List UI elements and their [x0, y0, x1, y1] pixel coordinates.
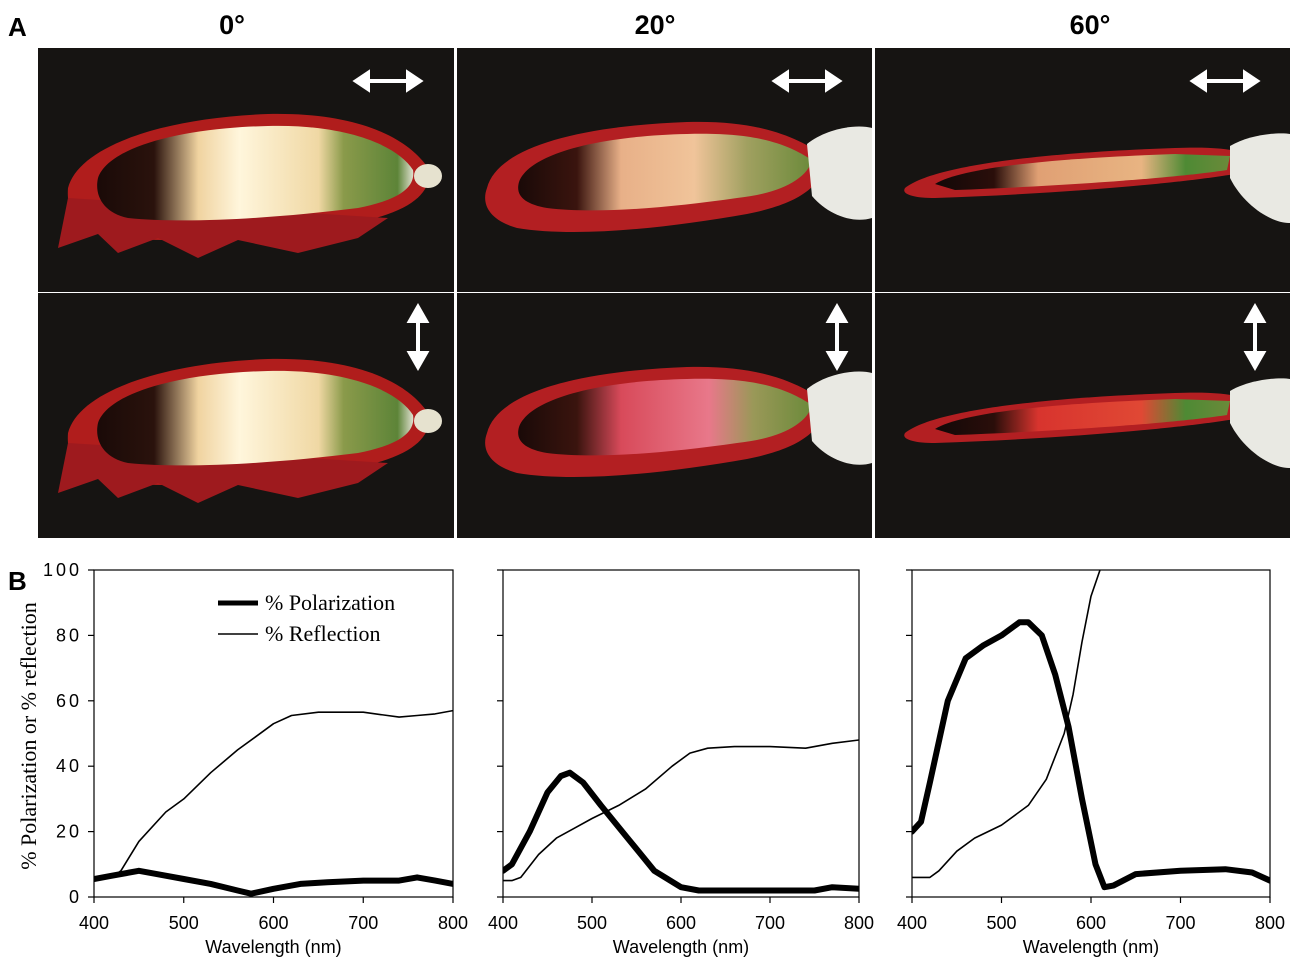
plot-frame: [93, 569, 454, 898]
photo-60deg-vertical: [875, 293, 1290, 538]
photo-20deg-horizontal: [457, 48, 872, 292]
chart-panel-0: 0 20 40 60 80 100 400 500 600 700 800 Wavelength (n…: [43, 560, 468, 957]
panel-b-label: B: [8, 566, 27, 596]
legend-polarization-label: % Polarization: [265, 590, 395, 615]
series-polarization-line: [94, 867, 453, 897]
chart-panel-1: 400 500 600 700 800 Wavelength (nm): [488, 569, 874, 957]
angle-label-20: 20°: [634, 10, 676, 40]
y-tick-label: 0: [69, 887, 82, 907]
series-polarization-line: [912, 619, 1270, 891]
x-tick-label: 700: [348, 913, 378, 933]
x-tick-label: 700: [1165, 913, 1195, 933]
y-tick-label: 20: [56, 822, 82, 842]
angle-label-0: 0°: [219, 10, 245, 40]
photo-60deg-horizontal: [875, 48, 1290, 292]
y-tick-label: 100: [43, 560, 82, 580]
vertical-arrow-icon: [406, 302, 430, 372]
y-tick-label: 60: [56, 691, 82, 711]
horizontal-arrow-icon: [352, 69, 424, 93]
x-tick-label: 600: [666, 913, 696, 933]
horizontal-arrow-icon: [771, 69, 843, 93]
legend: % Polarization % Reflection: [218, 590, 395, 646]
y-tick-label: 40: [56, 756, 82, 776]
horizontal-arrow-icon: [1189, 69, 1261, 93]
x-tick-label: 400: [897, 913, 927, 933]
x-tick-label: 500: [577, 913, 607, 933]
x-tick-label: 800: [844, 913, 874, 933]
vertical-arrow-icon: [1243, 302, 1267, 372]
legend-reflection-label: % Reflection: [265, 621, 380, 646]
series-reflection-line: [503, 739, 859, 882]
y-tick-label: 80: [56, 625, 82, 645]
plot-frame: [502, 569, 860, 898]
x-tick-label: 400: [79, 913, 109, 933]
photo-0deg-horizontal: [38, 48, 454, 292]
series-reflection-line: [94, 709, 453, 879]
x-tick-label: 500: [169, 913, 199, 933]
x-tick-label: 800: [438, 913, 468, 933]
panel-a-label: A: [8, 12, 27, 42]
x-axis-label: Wavelength (nm): [613, 937, 749, 957]
x-tick-label: 700: [755, 913, 785, 933]
x-axis-label: Wavelength (nm): [205, 937, 341, 957]
series-polarization-line: [503, 769, 859, 894]
x-tick-label: 400: [488, 913, 518, 933]
x-tick-label: 600: [258, 913, 288, 933]
photo-0deg-vertical: [38, 293, 454, 538]
x-axis-label: Wavelength (nm): [1023, 937, 1159, 957]
x-tick-label: 600: [1076, 913, 1106, 933]
x-tick-label: 800: [1255, 913, 1285, 933]
angle-label-60: 60°: [1069, 10, 1111, 40]
photo-20deg-vertical: [457, 293, 872, 538]
chart-panel-2: 400 500 600 700 800 Wavelength (nm): [897, 569, 1285, 957]
series-reflection-line: [912, 570, 1101, 879]
x-tick-label: 500: [986, 913, 1016, 933]
vertical-arrow-icon: [825, 302, 849, 372]
y-axis-label: % Polarization or % reflection: [16, 602, 41, 870]
